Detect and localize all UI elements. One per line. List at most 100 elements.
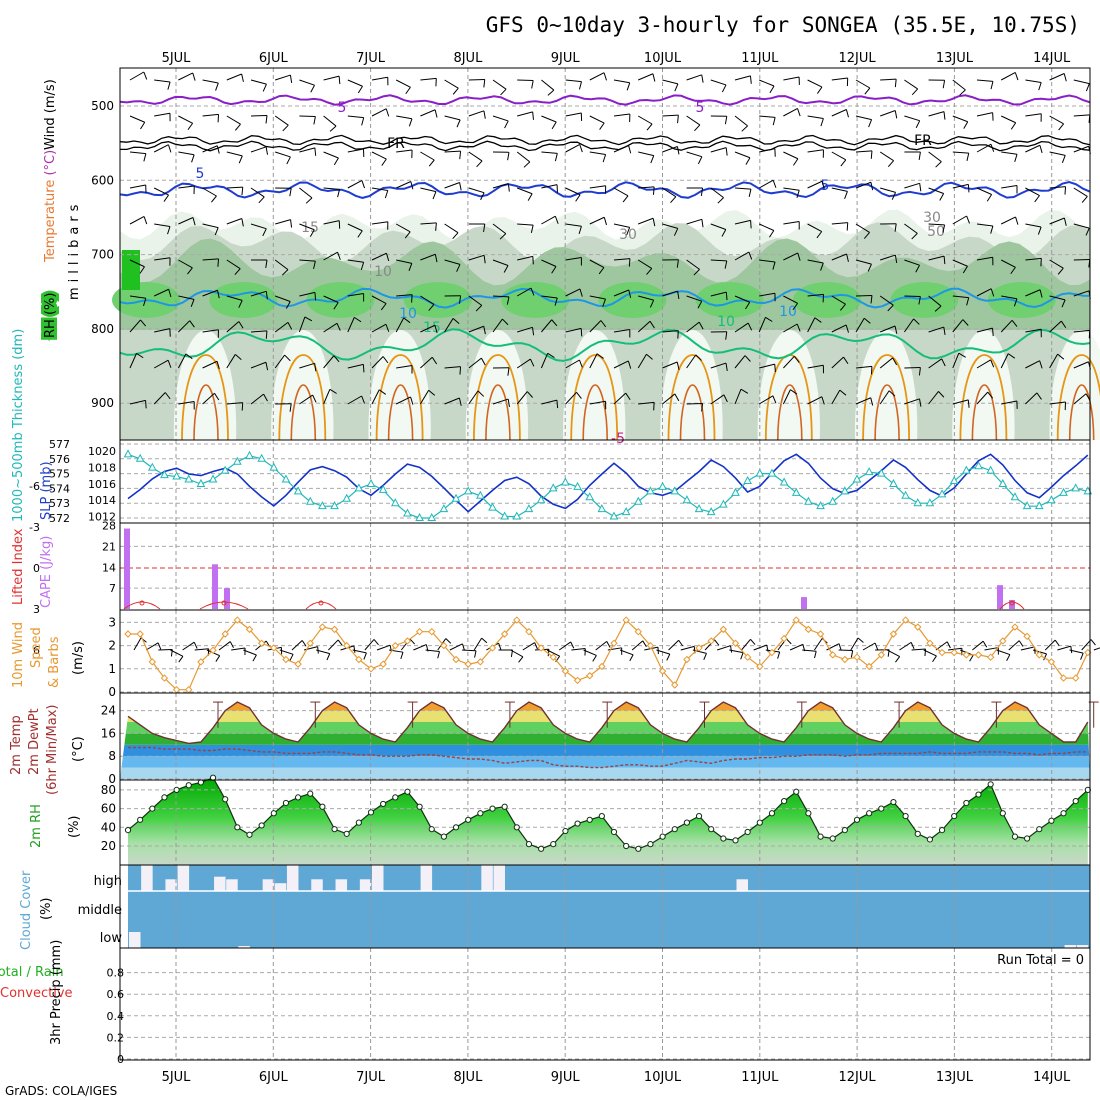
wind-barb-flag bbox=[990, 81, 994, 90]
wind-barb bbox=[153, 359, 169, 369]
wind-barb bbox=[541, 79, 555, 91]
wind-barb bbox=[154, 112, 171, 117]
wind-barb-flag bbox=[143, 153, 147, 162]
wind-barb-flag bbox=[333, 355, 340, 363]
wind-barb bbox=[850, 637, 859, 651]
cape-bar bbox=[801, 597, 807, 609]
wind-barb-flag bbox=[570, 641, 575, 649]
thickness-marker bbox=[804, 496, 813, 505]
wind-barb-flag bbox=[140, 121, 146, 130]
wind-barb bbox=[444, 366, 461, 369]
wind-speed-marker bbox=[342, 641, 351, 650]
wind-barb bbox=[153, 392, 166, 405]
temp-band bbox=[120, 744, 1090, 757]
wind-barb bbox=[831, 222, 848, 225]
wind-barb bbox=[656, 649, 670, 655]
wind-barb bbox=[613, 289, 630, 297]
wind-barb-flag bbox=[373, 639, 379, 646]
wind-barb-flag bbox=[1085, 227, 1090, 236]
contour-label: -5 bbox=[611, 431, 625, 447]
wind-barb-flag bbox=[136, 352, 144, 359]
wind-barb-flag bbox=[792, 302, 799, 311]
thickness-marker bbox=[743, 475, 752, 484]
wind-barb bbox=[291, 640, 303, 651]
wind-barb-flag bbox=[554, 216, 559, 224]
wind-barb bbox=[753, 644, 767, 651]
wind-barb-flag bbox=[518, 656, 524, 663]
wind-barb bbox=[516, 391, 528, 405]
wind-barb bbox=[717, 645, 731, 651]
wind-barb-flag bbox=[676, 259, 679, 268]
wind-barb-flag bbox=[606, 641, 611, 648]
wind-barb bbox=[758, 223, 775, 231]
thickness-marker bbox=[281, 474, 291, 483]
wind-barb bbox=[371, 323, 387, 333]
top-day-label: 6JUL bbox=[259, 51, 289, 66]
wind-barb bbox=[371, 76, 388, 81]
wind-barb bbox=[250, 223, 267, 230]
tick-label: 6 bbox=[33, 644, 40, 657]
wind-barb bbox=[371, 356, 384, 369]
bottom-day-label: 6JUL bbox=[259, 1070, 289, 1085]
wind-barb bbox=[668, 639, 680, 651]
thickness-marker bbox=[986, 465, 995, 474]
thickness-marker bbox=[706, 507, 716, 516]
wind-barb bbox=[710, 291, 727, 297]
wind-barb-flag bbox=[649, 299, 655, 308]
slp-right-label: SLP (mb) bbox=[39, 461, 54, 520]
wind-barb-flag bbox=[410, 396, 414, 405]
wind-barb bbox=[904, 223, 918, 234]
wind-barb bbox=[250, 114, 268, 117]
wind-barb bbox=[565, 223, 582, 227]
wind-speed-marker bbox=[804, 625, 813, 634]
wind-barb bbox=[323, 115, 337, 127]
wind-barb-flag bbox=[796, 190, 800, 199]
wind-barb-flag bbox=[703, 653, 707, 661]
rh-marker bbox=[222, 796, 229, 803]
wind-barb-flag bbox=[596, 353, 604, 359]
wind-barb-flag bbox=[301, 640, 307, 647]
wind-barb bbox=[807, 259, 824, 264]
thickness-marker bbox=[925, 498, 935, 507]
tick-label: 8 bbox=[108, 749, 116, 763]
wind-barb-flag bbox=[265, 259, 268, 268]
temp-bands bbox=[120, 702, 1090, 779]
wind-barb-flag bbox=[281, 269, 289, 276]
wind-barb-flag bbox=[990, 359, 995, 368]
contour-label: 10 bbox=[399, 306, 417, 322]
wind-speed-marker bbox=[124, 630, 132, 638]
wind-barb bbox=[395, 223, 411, 233]
wind-barb bbox=[347, 223, 363, 232]
rh-marker bbox=[951, 812, 958, 820]
wind-barb-flag bbox=[602, 154, 607, 163]
wind-barb-flag bbox=[452, 87, 459, 95]
rh2m-panel: 80 60 40 20 bbox=[101, 774, 1091, 866]
wind-barb bbox=[734, 151, 751, 159]
cloud-high-gap bbox=[226, 879, 238, 891]
cloud-low-gap bbox=[1076, 945, 1089, 948]
rh-marker bbox=[452, 824, 460, 831]
wind-barb bbox=[468, 295, 483, 306]
wind-barb-flag bbox=[312, 394, 317, 403]
li-marker bbox=[221, 600, 227, 606]
wind-barb bbox=[734, 322, 749, 333]
wind-barb bbox=[1008, 640, 1020, 651]
wind-barb-flag bbox=[357, 230, 363, 238]
rh-moist-blob bbox=[987, 282, 1056, 318]
wind-barb-flag bbox=[693, 269, 700, 276]
wind-barb bbox=[589, 185, 606, 189]
wind-barb bbox=[202, 187, 217, 197]
wind-barb bbox=[226, 218, 243, 225]
temp-contour-red bbox=[777, 384, 803, 441]
wind-barb-flag bbox=[1038, 82, 1042, 91]
wind-barb bbox=[879, 357, 893, 369]
wind-speed-marker bbox=[209, 646, 217, 654]
wind-barb-flag bbox=[459, 366, 462, 375]
temp2m-panel: 24 16 8 0 bbox=[101, 692, 1099, 786]
wind-barb-flag bbox=[701, 219, 704, 228]
wind-barb bbox=[1049, 186, 1066, 189]
bottom-day-label: 14JUL bbox=[1033, 1070, 1071, 1085]
wind-barb bbox=[831, 187, 848, 192]
